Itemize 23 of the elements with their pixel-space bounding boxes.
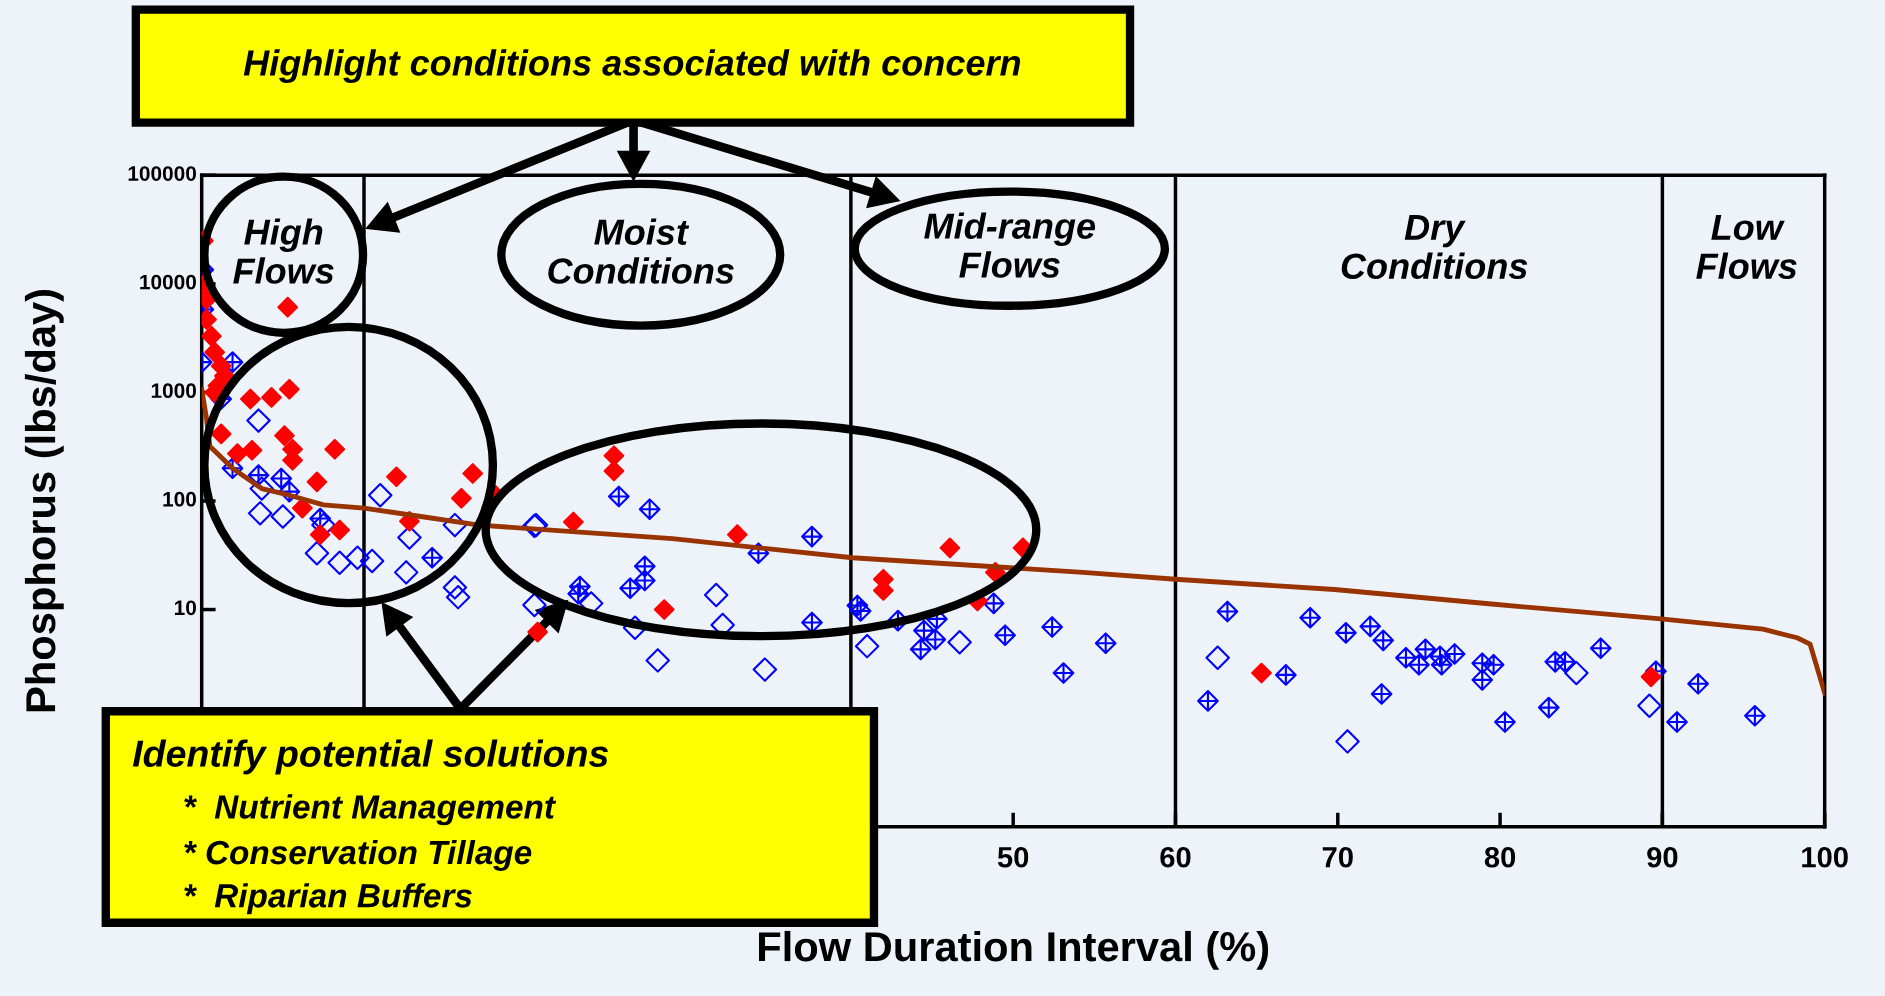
x-tick-label: 100 (1802, 846, 1848, 868)
annotation: Low Flows (1696, 214, 1797, 280)
y-axis-title: Phosphorus (lbs/day) (24, 290, 64, 712)
x-tick-label: 70 (1322, 846, 1353, 868)
text: * Riparian Buffers (184, 883, 472, 915)
annotation: * Nutrient Management (184, 794, 557, 826)
x-tick-label: 90 (1647, 846, 1678, 868)
x-tick-label: 60 (1160, 846, 1191, 868)
text: Highlight conditions associated with concern (243, 49, 1021, 83)
x-axis-title: Flow Duration Interval (%) (759, 930, 1269, 970)
x-tick-label: 80 (1484, 846, 1516, 868)
annotation: Mid-range Flows (924, 212, 1096, 278)
y-tick-label: 100 (163, 491, 196, 507)
y-tick-label: 1000 (151, 383, 196, 399)
annotation: Dry Conditions (1341, 214, 1528, 280)
text: * Conservation Tillage (184, 839, 532, 871)
y-tick-label: 10 (174, 600, 196, 616)
annotation: Identify potential solutions (132, 739, 609, 775)
y-tick-label: 10000 (140, 274, 196, 290)
y-tick-label: 100000 (128, 166, 196, 181)
x-tick-label: 50 (997, 846, 1029, 868)
annotation: Moist Conditions (548, 218, 734, 284)
annotation: High Flows (233, 218, 334, 284)
